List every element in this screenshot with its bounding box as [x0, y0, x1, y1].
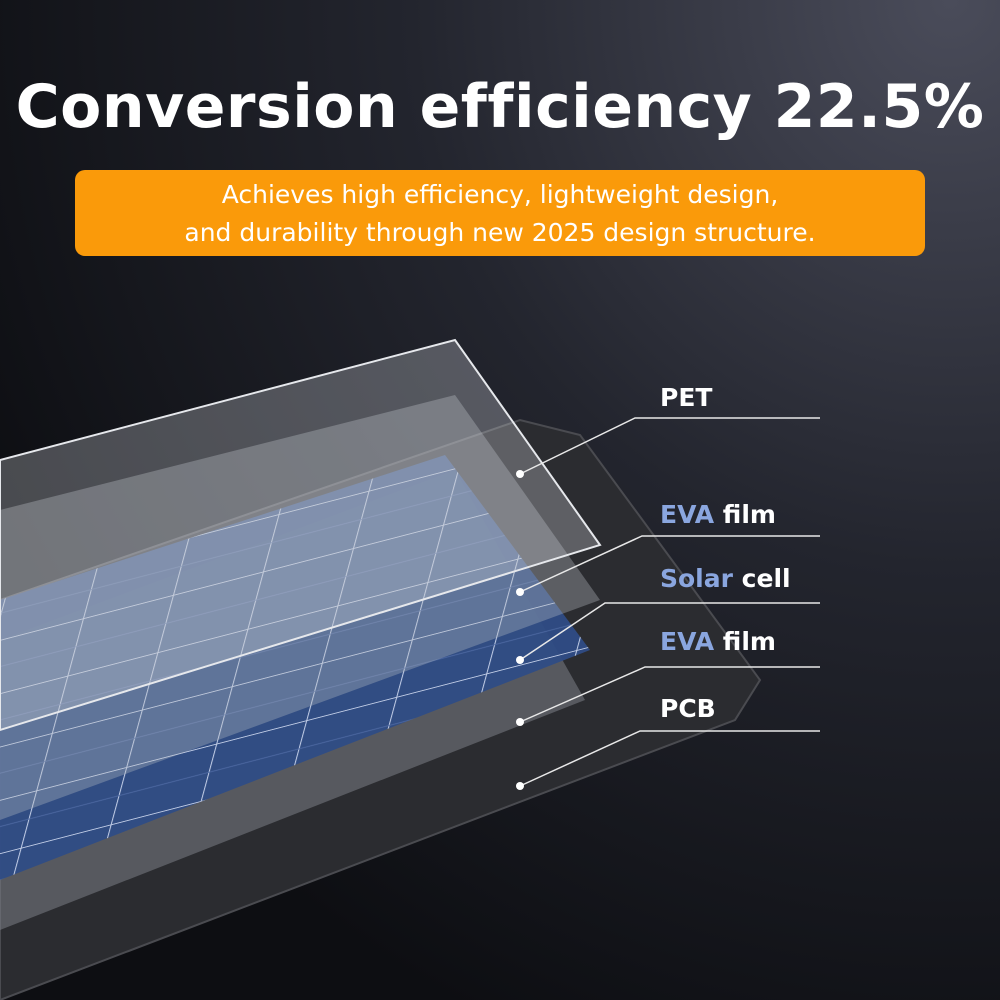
- label-accent: EVA: [660, 627, 715, 656]
- layer-label: EVA film: [660, 500, 776, 529]
- leader-lines: [519, 417, 820, 787]
- layer-label: EVA film: [660, 627, 776, 656]
- subtitle-line: Achieves high efficiency, lightweight de…: [221, 180, 779, 209]
- label-accent: EVA: [660, 500, 715, 529]
- layer-label: PET: [660, 383, 712, 412]
- leader-dots: [516, 470, 524, 790]
- solar-cell-layer: [0, 455, 590, 880]
- label-accent: Solar: [660, 564, 733, 593]
- label-text: PCB: [660, 694, 716, 723]
- pet-layer: [0, 338, 602, 732]
- label-text: film: [722, 500, 776, 529]
- subtitle-banner: Achieves high efficiency, lightweight de…: [75, 170, 925, 256]
- eva-film-upper: [0, 395, 600, 820]
- title: Conversion efficiency 22.5%: [15, 72, 985, 142]
- label-text: film: [722, 627, 776, 656]
- layer-label: PCB: [660, 694, 716, 723]
- subtitle-line: and durability through new 2025 design s…: [184, 218, 816, 247]
- label-text: PET: [660, 383, 713, 412]
- label-text: cell: [741, 564, 791, 593]
- layer-label: Solar cell: [660, 564, 791, 593]
